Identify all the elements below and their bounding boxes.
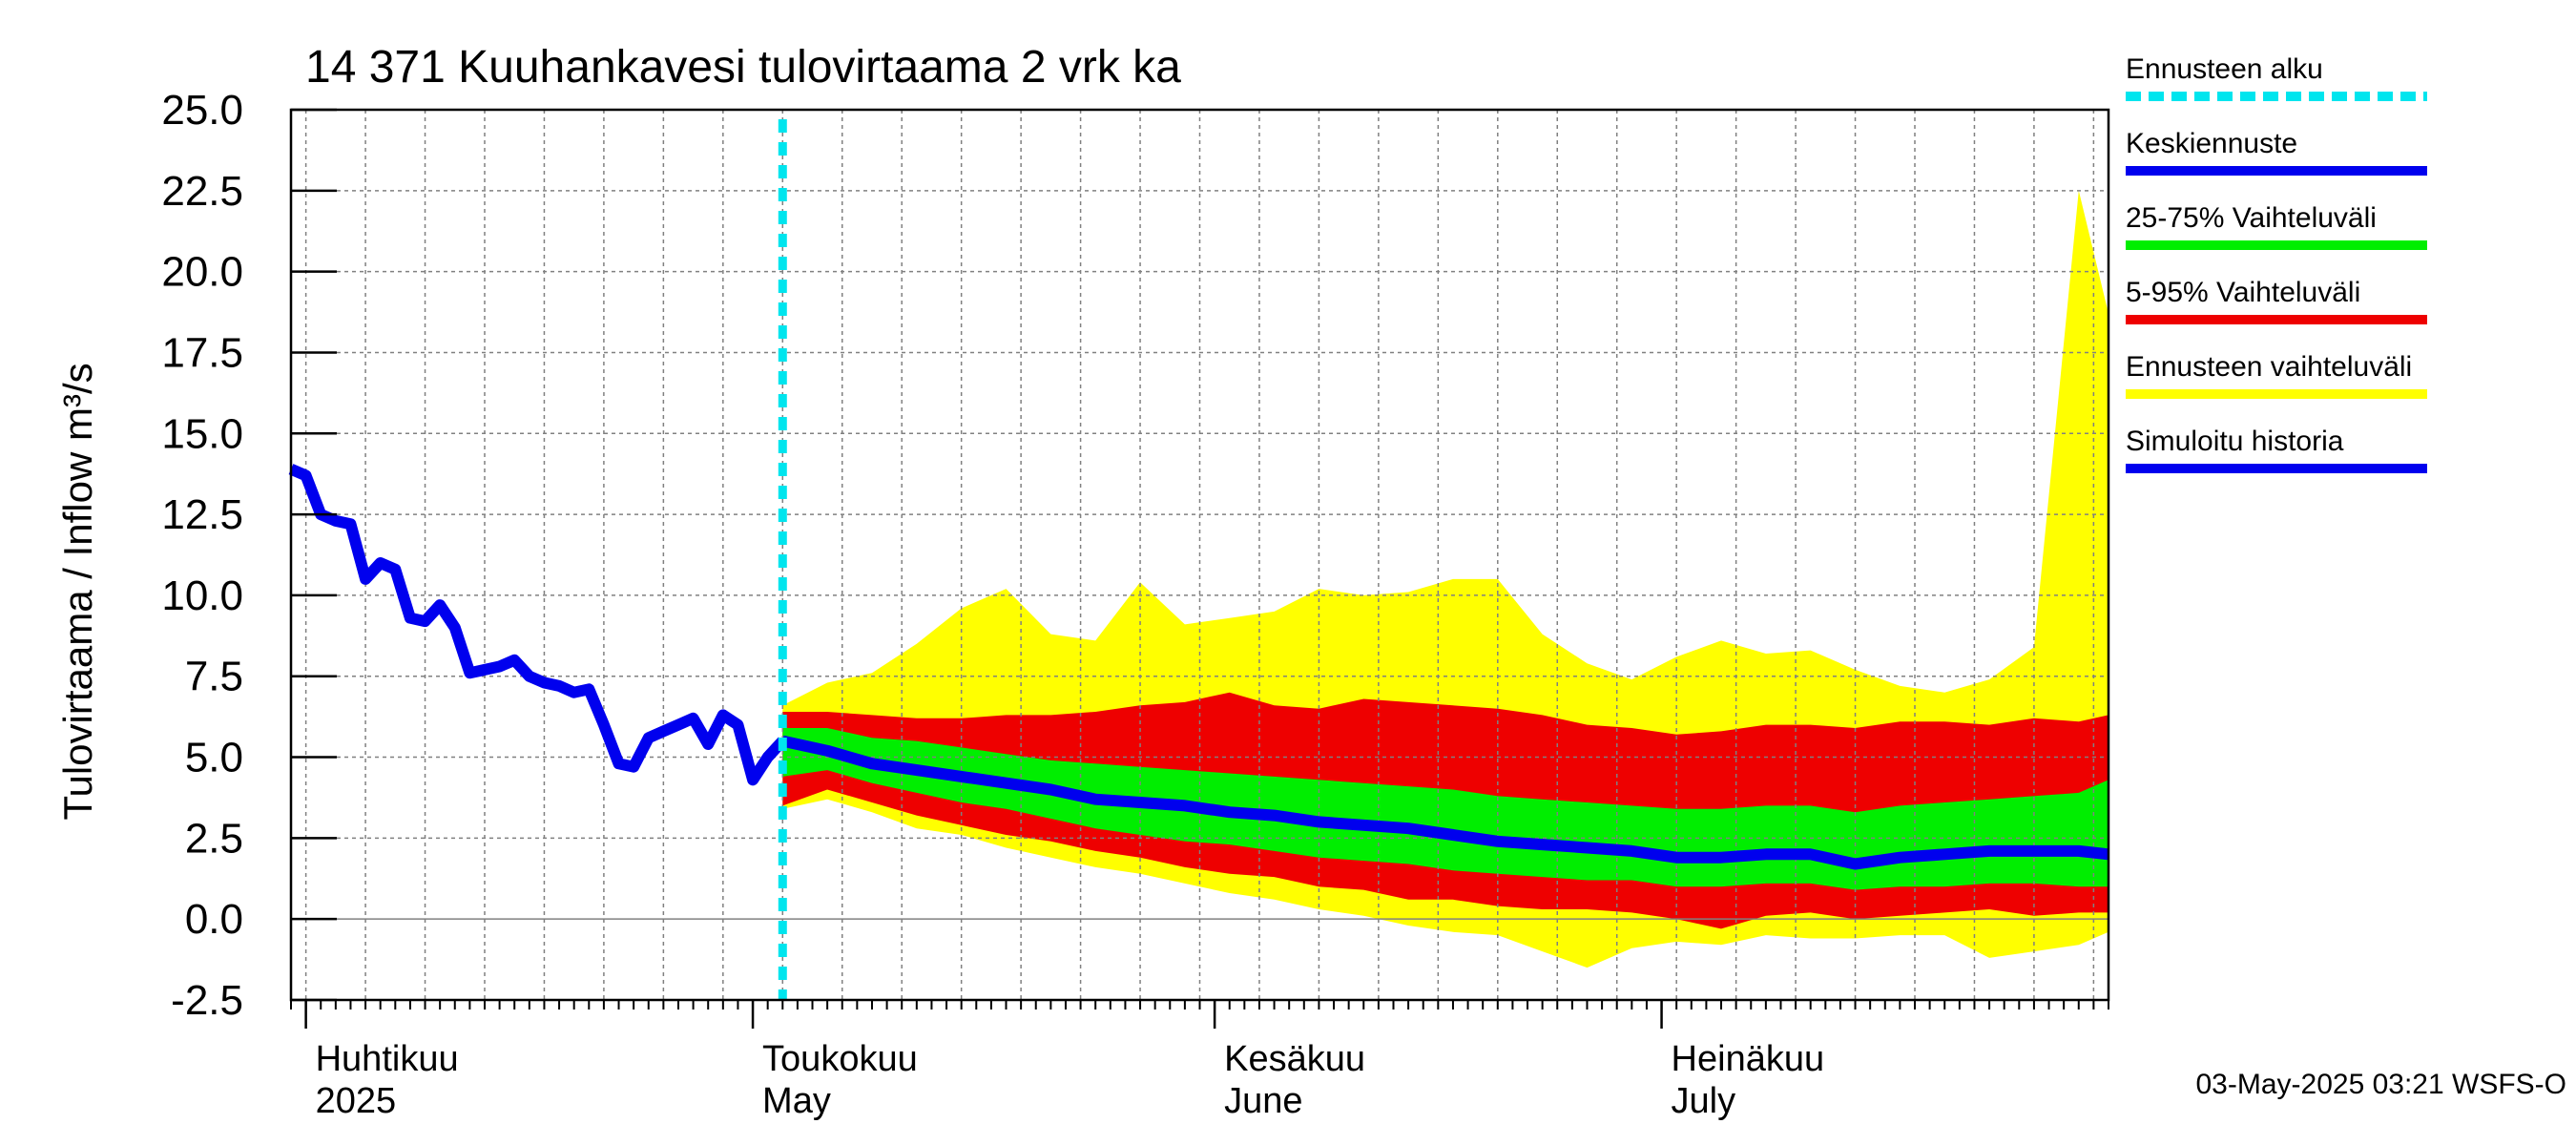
- x-year-label: 2025: [316, 1081, 397, 1121]
- x-month-label: Kesäkuu: [1224, 1039, 1365, 1079]
- y-tick-label: 5.0: [185, 735, 243, 781]
- history-line: [288, 464, 787, 786]
- y-tick-label: 17.5: [161, 329, 243, 376]
- series-lines: [288, 119, 2109, 1000]
- y-tick-label: 12.5: [161, 491, 243, 538]
- x-year-label: June: [1224, 1081, 1302, 1121]
- y-tick-label: 0.0: [185, 896, 243, 943]
- legend-label: Keskiennuste: [2126, 128, 2297, 159]
- y-axis-label: Tulovirtaama / Inflow m³/s: [55, 363, 100, 820]
- x-year-label: July: [1672, 1081, 1736, 1121]
- y-tick-label: 22.5: [161, 168, 243, 215]
- y-tick-label: -2.5: [171, 977, 243, 1024]
- footer-timestamp: 03-May-2025 03:21 WSFS-O: [2196, 1069, 2567, 1100]
- legend-label: Ennusteen vaihteluväli: [2126, 351, 2412, 383]
- legend-label: 5-95% Vaihteluväli: [2126, 277, 2360, 308]
- x-month-label: Heinäkuu: [1672, 1039, 1825, 1079]
- y-tick-label: 2.5: [185, 815, 243, 862]
- y-tick-label: 7.5: [185, 654, 243, 700]
- y-tick-label: 15.0: [161, 410, 243, 457]
- axes: 25.0 22.5 20.0 17.5 15.0 12.5 10.0 7.5 5.0 2.5 0.0…: [161, 87, 2110, 1121]
- legend-label: 25-75% Vaihteluväli: [2126, 202, 2377, 234]
- x-month-label: Huhtikuu: [316, 1039, 459, 1079]
- chart-title: 14 371 Kuuhankavesi tulovirtaama 2 vrk k…: [305, 42, 1181, 93]
- x-month-label: Toukokuu: [762, 1039, 918, 1079]
- median-forecast-line: [781, 735, 2109, 870]
- x-year-label: May: [762, 1081, 831, 1121]
- y-tick-label: 10.0: [161, 572, 243, 619]
- y-tick-label: 25.0: [161, 87, 243, 134]
- y-tick-label: 20.0: [161, 249, 243, 296]
- legend-label: Ennusteen alku: [2126, 53, 2323, 85]
- legend-label: Simuloitu historia: [2126, 426, 2344, 457]
- legend: Ennusteen alku Keskiennuste 25-75% Vaihtel…: [2126, 53, 2427, 473]
